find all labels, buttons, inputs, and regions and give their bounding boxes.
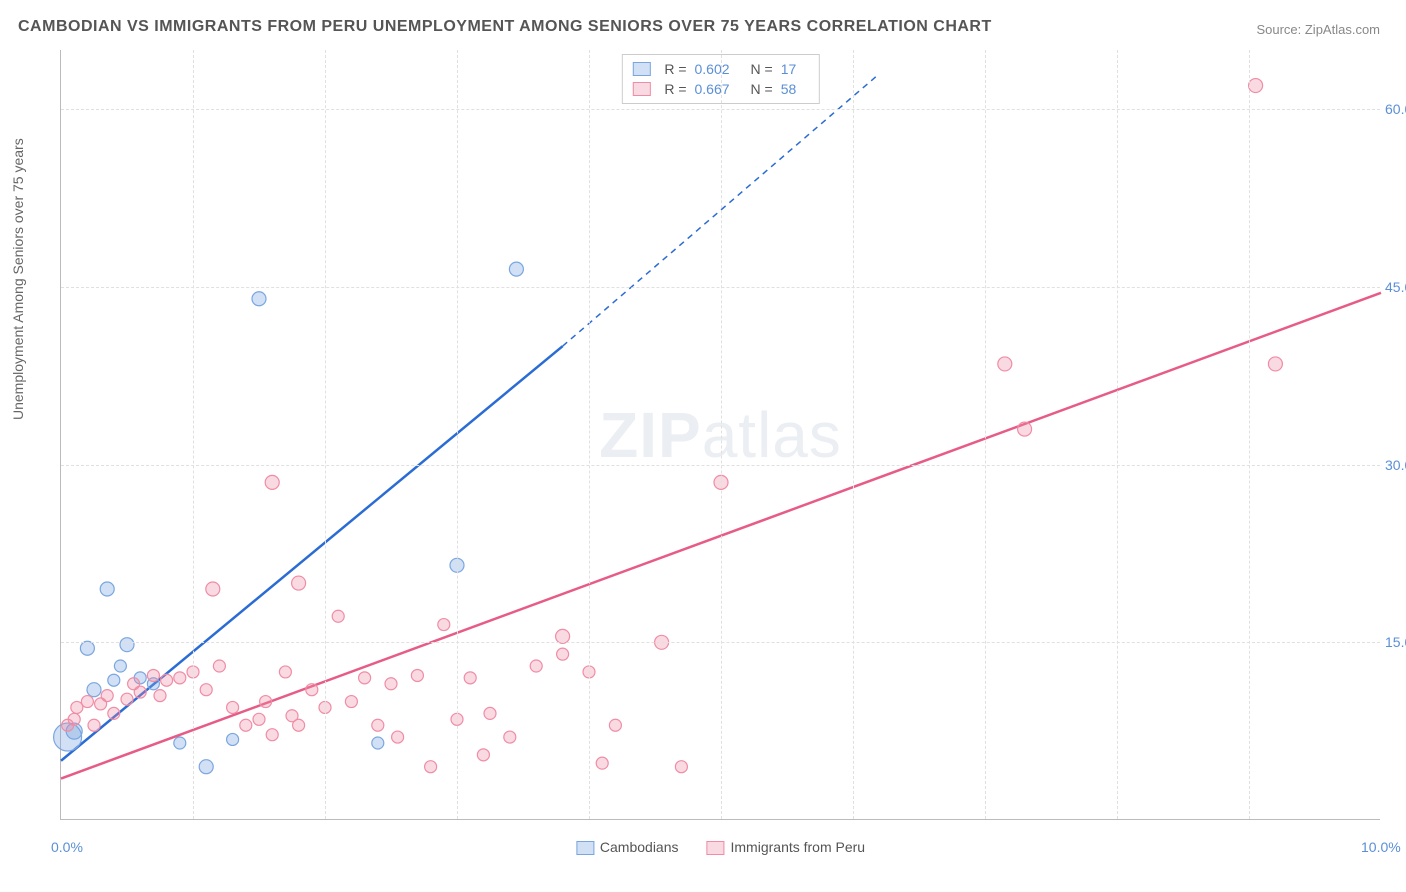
legend-swatch-x1 bbox=[707, 841, 725, 855]
grid-line-v bbox=[985, 50, 986, 819]
chart-container: CAMBODIAN VS IMMIGRANTS FROM PERU UNEMPL… bbox=[0, 0, 1406, 892]
plot-area: ZIPatlas R = 0.602 N = 17 R = 0.667 N = … bbox=[60, 50, 1380, 820]
grid-line-v bbox=[457, 50, 458, 819]
y-tick-label: 60.0% bbox=[1385, 101, 1406, 117]
legend-label-1: Immigrants from Peru bbox=[731, 839, 866, 855]
source-attribution: Source: ZipAtlas.com bbox=[1256, 22, 1380, 37]
legend-swatch-x0 bbox=[576, 841, 594, 855]
legend-item-0: Cambodians bbox=[576, 839, 679, 855]
legend-item-1: Immigrants from Peru bbox=[707, 839, 866, 855]
grid-line-v bbox=[853, 50, 854, 819]
grid-line-v bbox=[721, 50, 722, 819]
x-tick-label: 0.0% bbox=[51, 839, 83, 855]
chart-title: CAMBODIAN VS IMMIGRANTS FROM PERU UNEMPL… bbox=[18, 18, 992, 36]
legend-label-0: Cambodians bbox=[600, 839, 679, 855]
y-tick-label: 30.0% bbox=[1385, 457, 1406, 473]
grid-line-v bbox=[193, 50, 194, 819]
grid-line-v bbox=[1249, 50, 1250, 819]
x-tick-label: 10.0% bbox=[1361, 839, 1401, 855]
grid-line-v bbox=[1117, 50, 1118, 819]
y-tick-label: 15.0% bbox=[1385, 634, 1406, 650]
y-axis-label: Unemployment Among Seniors over 75 years bbox=[10, 138, 26, 420]
x-axis-legend: Cambodians Immigrants from Peru bbox=[576, 839, 865, 855]
grid-line-v bbox=[325, 50, 326, 819]
y-tick-label: 45.0% bbox=[1385, 279, 1406, 295]
grid-line-v bbox=[589, 50, 590, 819]
